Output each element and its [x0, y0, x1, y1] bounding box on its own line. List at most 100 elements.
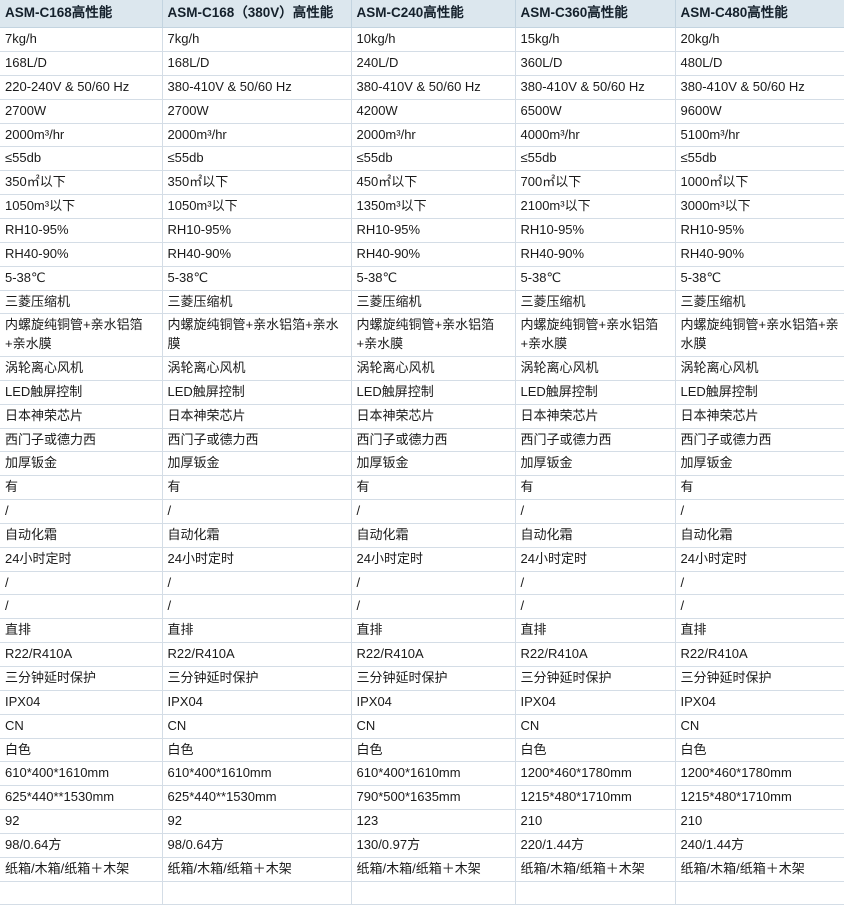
table-cell: 西门子或德力西	[675, 428, 844, 453]
table-row: 24小时定时 24小时定时 24小时定时 24小时定时 24小时定时	[0, 547, 844, 572]
table-cell: /	[0, 571, 163, 596]
table-row: 168L/D 168L/D 240L/D 360L/D 480L/D	[0, 51, 844, 76]
table-cell: RH40-90%	[351, 242, 516, 267]
table-cell: RH40-90%	[515, 242, 676, 267]
table-cell: IPX04	[162, 690, 352, 715]
table-cell: 涡轮离心风机	[0, 356, 163, 381]
table-cell: 2000m³/hr	[162, 123, 352, 148]
table-cell: 1215*480*1710mm	[675, 785, 844, 811]
table-cell: R22/R410A	[162, 642, 352, 667]
table-cell: RH10-95%	[351, 218, 516, 243]
table-cell: 涡轮离心风机	[162, 356, 352, 381]
table-cell: /	[675, 571, 844, 596]
table-cell: 三分钟延时保护	[515, 666, 676, 691]
table-cell: 日本神荣芯片	[515, 404, 676, 429]
table-cell: IPX04	[0, 690, 163, 715]
table-cell: RH10-95%	[0, 218, 163, 243]
table-cell: 白色	[515, 738, 676, 763]
table-cell: RH10-95%	[162, 218, 352, 243]
table-row: 西门子或德力西 西门子或德力西 西门子或德力西 西门子或德力西 西门子或德力西	[0, 428, 844, 453]
table-cell: 纸箱/木箱/纸箱＋木架	[0, 857, 163, 882]
table-cell: 直排	[162, 618, 352, 644]
table-cell: 5100m³/hr	[675, 123, 844, 148]
table-row: 加厚钣金 加厚钣金 加厚钣金 加厚钣金 加厚钣金	[0, 451, 844, 477]
table-cell: CN	[515, 714, 676, 739]
table-cell: 92	[162, 809, 352, 834]
table-cell: /	[515, 571, 676, 596]
table-header-row: ASM-C168高性能 ASM-C168（380V）高性能 ASM-C240高性…	[0, 0, 844, 29]
table-cell: 三菱压缩机	[0, 290, 163, 315]
table-header: ASM-C168高性能 ASM-C168（380V）高性能 ASM-C240高性…	[0, 0, 844, 29]
table-cell: 610*400*1610mm	[162, 761, 352, 787]
table-cell: 三分钟延时保护	[0, 666, 163, 691]
table-cell: 纸箱/木箱/纸箱＋木架	[675, 857, 844, 882]
table-cell: /	[351, 594, 516, 620]
table-row: 日本神荣芯片 日本神荣芯片 日本神荣芯片 日本神荣芯片 日本神荣芯片	[0, 404, 844, 429]
table-cell: 直排	[0, 618, 163, 644]
column-header-asm-c240: ASM-C240高性能	[351, 0, 516, 29]
table-cell: 2700W	[162, 99, 352, 124]
table-cell	[675, 881, 844, 905]
table-cell: 直排	[351, 618, 516, 644]
table-cell: 5-38℃	[515, 266, 676, 291]
table-cell: 360L/D	[515, 51, 676, 76]
table-cell: RH40-90%	[675, 242, 844, 267]
table-cell: 加厚钣金	[351, 451, 516, 477]
table-cell: ≤55db	[0, 146, 163, 172]
table-cell: RH10-95%	[675, 218, 844, 243]
table-cell: 168L/D	[0, 51, 163, 76]
table-cell: R22/R410A	[351, 642, 516, 667]
column-header-asm-c168-380v: ASM-C168（380V）高性能	[162, 0, 352, 29]
column-header-asm-c480: ASM-C480高性能	[675, 0, 844, 29]
table-cell: 6500W	[515, 99, 676, 124]
table-cell: 123	[351, 809, 516, 834]
table-cell: 9600W	[675, 99, 844, 124]
table-cell: 210	[675, 809, 844, 834]
table-cell: 2700W	[0, 99, 163, 124]
table-cell: 直排	[515, 618, 676, 644]
table-cell: 白色	[351, 738, 516, 763]
table-cell: 西门子或德力西	[351, 428, 516, 453]
table-cell: 纸箱/木箱/纸箱＋木架	[351, 857, 516, 882]
table-row: IPX04 IPX04 IPX04 IPX04 IPX04	[0, 690, 844, 715]
table-row: 直排 直排 直排 直排 直排	[0, 618, 844, 644]
table-row: 内螺旋纯铜管+亲水铝箔+亲水膜 内螺旋纯铜管+亲水铝箔+亲水膜 内螺旋纯铜管+亲水铝…	[0, 313, 844, 358]
table-cell: 三分钟延时保护	[162, 666, 352, 691]
table-cell: 700㎡以下	[515, 170, 676, 196]
table-cell: CN	[0, 714, 163, 739]
table-cell: 7kg/h	[162, 27, 352, 53]
table-cell	[162, 881, 352, 905]
table-cell: 自动化霜	[162, 523, 352, 548]
table-cell: 自动化霜	[351, 523, 516, 548]
table-cell: 7kg/h	[0, 27, 163, 53]
table-cell: 自动化霜	[0, 523, 163, 548]
table-cell: CN	[351, 714, 516, 739]
table-cell: 日本神荣芯片	[162, 404, 352, 429]
table-cell: 1200*460*1780mm	[515, 761, 676, 787]
table-row: 1050m³以下 1050m³以下 1350m³以下 2100m³以下 3000m³以下	[0, 194, 844, 219]
table-cell: 涡轮离心风机	[675, 356, 844, 381]
table-cell: /	[351, 499, 516, 524]
table-cell: /	[675, 499, 844, 524]
table-cell: 240L/D	[351, 51, 516, 76]
table-body: 7kg/h 7kg/h 10kg/h 15kg/h 20kg/h 168L/D 168L/D…	[0, 27, 844, 905]
table-cell: 有	[515, 475, 676, 501]
table-cell: 240/1.44方	[675, 833, 844, 858]
table-cell: 480L/D	[675, 51, 844, 76]
table-cell: 有	[0, 475, 163, 501]
table-cell: CN	[675, 714, 844, 739]
table-cell: 日本神荣芯片	[675, 404, 844, 429]
table-cell: R22/R410A	[515, 642, 676, 667]
table-row: 2000m³/hr 2000m³/hr 2000m³/hr 4000m³/hr 5100…	[0, 123, 844, 148]
table-cell: 5-38℃	[0, 266, 163, 291]
table-cell: 1050m³以下	[0, 194, 163, 219]
table-cell: 加厚钣金	[675, 451, 844, 477]
table-cell: 625*440**1530mm	[162, 785, 352, 811]
table-cell: 内螺旋纯铜管+亲水铝箔+亲水膜	[515, 313, 676, 358]
table-cell: 24小时定时	[675, 547, 844, 572]
table-cell: 220/1.44方	[515, 833, 676, 858]
table-cell: 5-38℃	[351, 266, 516, 291]
table-cell: 内螺旋纯铜管+亲水铝箔+亲水膜	[162, 313, 352, 358]
table-cell: IPX04	[351, 690, 516, 715]
table-cell: 380-410V & 50/60 Hz	[351, 75, 516, 100]
